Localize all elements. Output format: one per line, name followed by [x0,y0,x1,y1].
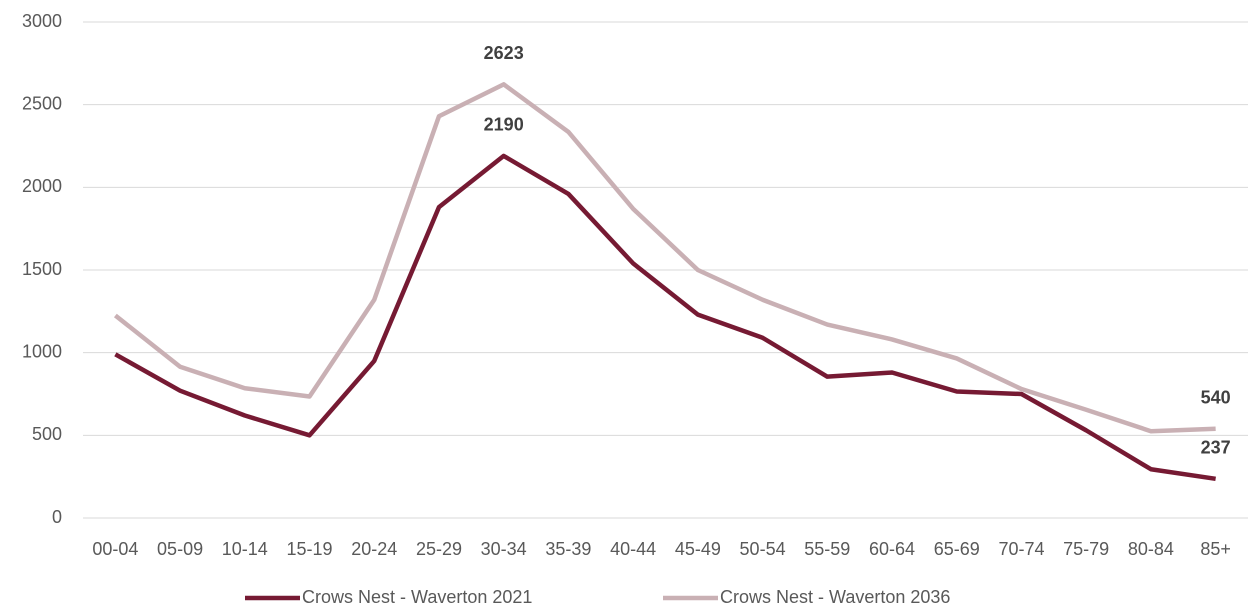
x-tick-label: 05-09 [157,539,203,559]
data-label: 2190 [484,115,524,135]
x-tick-label: 50-54 [740,539,786,559]
x-tick-label: 55-59 [804,539,850,559]
data-label: 237 [1201,438,1231,458]
y-tick-label: 0 [52,507,62,527]
legend-label: Crows Nest - Waverton 2036 [720,587,950,607]
x-tick-label: 25-29 [416,539,462,559]
x-tick-label: 85+ [1200,539,1231,559]
x-tick-label: 45-49 [675,539,721,559]
y-tick-label: 3000 [22,11,62,31]
x-tick-label: 75-79 [1063,539,1109,559]
x-tick-label: 00-04 [92,539,138,559]
x-tick-label: 30-34 [481,539,527,559]
x-tick-label: 60-64 [869,539,915,559]
series-line [114,153,1216,482]
y-tick-label: 1500 [22,259,62,279]
series-line [113,82,1216,434]
x-tick-label: 10-14 [222,539,268,559]
x-tick-label: 80-84 [1128,539,1174,559]
y-tick-label: 1000 [22,341,62,361]
x-tick-label: 40-44 [610,539,656,559]
data-label: 2623 [484,43,524,63]
legend-label: Crows Nest - Waverton 2021 [302,587,532,607]
y-tick-label: 2000 [22,176,62,196]
data-label: 540 [1201,387,1231,407]
x-tick-label: 35-39 [545,539,591,559]
y-tick-label: 500 [32,424,62,444]
x-tick-label: 65-69 [934,539,980,559]
x-tick-label: 20-24 [351,539,397,559]
x-tick-label: 70-74 [998,539,1044,559]
x-tick-label: 15-19 [287,539,333,559]
y-tick-label: 2500 [22,93,62,113]
